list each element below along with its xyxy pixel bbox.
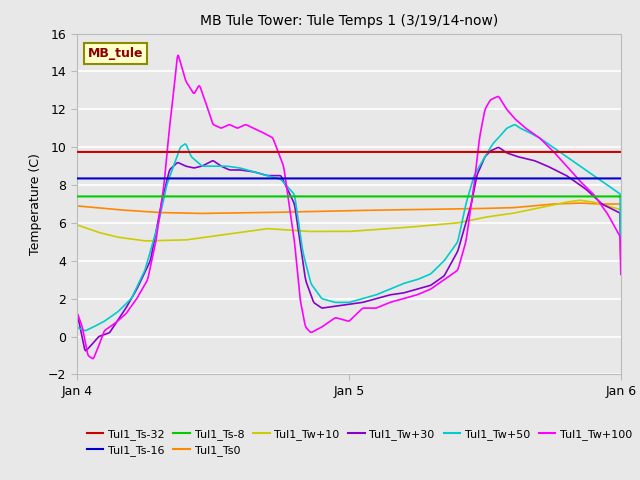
Line: Tul1_Ts0: Tul1_Ts0: [77, 203, 621, 214]
Tul1_Tw+100: [602, 208, 609, 214]
Tul1_Ts-16: [337, 176, 345, 181]
Tul1_Ts-8: [323, 193, 331, 199]
Tul1_Ts-8: [337, 193, 345, 199]
Tul1_Tw+10: [502, 212, 509, 217]
Tul1_Ts-16: [601, 176, 609, 181]
Tul1_Tw+10: [617, 207, 625, 213]
Tul1_Ts-32: [617, 149, 625, 155]
Tul1_Tw+10: [576, 197, 584, 203]
Tul1_Ts-16: [501, 176, 509, 181]
Tul1_Tw+10: [323, 228, 331, 234]
Tul1_Tw+30: [338, 302, 346, 308]
Tul1_Tw+30: [82, 348, 90, 354]
Tul1_Ts-32: [100, 149, 108, 155]
Tul1_Tw+50: [337, 300, 345, 305]
Tul1_Ts-8: [73, 193, 81, 199]
Tul1_Ts0: [73, 203, 81, 209]
Tul1_Ts0: [602, 201, 609, 207]
Tul1_Tw+10: [100, 231, 108, 237]
Tul1_Tw+30: [101, 332, 109, 337]
Tul1_Ts0: [323, 208, 331, 214]
Tul1_Ts-32: [73, 149, 81, 155]
Tul1_Tw+100: [617, 272, 625, 277]
Tul1_Ts0: [502, 205, 509, 211]
Tul1_Tw+100: [73, 322, 81, 328]
Title: MB Tule Tower: Tule Temps 1 (3/19/14-now): MB Tule Tower: Tule Temps 1 (3/19/14-now…: [200, 14, 498, 28]
Tul1_Tw+30: [73, 323, 81, 328]
Tul1_Tw+100: [602, 208, 609, 214]
Tul1_Ts0: [617, 201, 625, 207]
Line: Tul1_Tw+50: Tul1_Tw+50: [77, 125, 621, 332]
Tul1_Ts-16: [601, 176, 609, 181]
Tul1_Ts-8: [501, 193, 509, 199]
Tul1_Tw+30: [617, 257, 625, 263]
Line: Tul1_Tw+10: Tul1_Tw+10: [77, 200, 621, 241]
Line: Tul1_Tw+100: Tul1_Tw+100: [77, 55, 621, 359]
Tul1_Ts-16: [323, 176, 331, 181]
Tul1_Ts-32: [601, 149, 609, 155]
Legend: Tul1_Ts-32, Tul1_Ts-16, Tul1_Ts-8, Tul1_Ts0, Tul1_Tw+10, Tul1_Tw+30, Tul1_Tw+50,: Tul1_Ts-32, Tul1_Ts-16, Tul1_Ts-8, Tul1_…: [83, 424, 637, 460]
Tul1_Tw+50: [511, 122, 518, 128]
Tul1_Tw+30: [495, 144, 502, 150]
Tul1_Ts-32: [323, 149, 331, 155]
Tul1_Ts0: [195, 211, 203, 216]
Tul1_Tw+30: [602, 203, 609, 209]
Tul1_Ts0: [338, 208, 346, 214]
Tul1_Tw+50: [602, 181, 609, 187]
Tul1_Ts0: [602, 201, 609, 207]
Tul1_Tw+50: [601, 180, 609, 186]
Tul1_Ts-32: [601, 149, 609, 155]
Tul1_Tw+30: [323, 304, 331, 310]
Tul1_Ts-8: [617, 193, 625, 199]
Tul1_Tw+100: [502, 105, 509, 110]
Tul1_Tw+50: [617, 245, 625, 251]
Tul1_Ts-16: [73, 176, 81, 181]
Tul1_Tw+10: [602, 203, 609, 208]
Tul1_Ts0: [100, 205, 108, 211]
Tul1_Ts-16: [617, 176, 625, 181]
Tul1_Tw+10: [141, 238, 148, 244]
Tul1_Tw+50: [73, 329, 81, 335]
Tul1_Tw+50: [100, 318, 108, 324]
Line: Tul1_Tw+30: Tul1_Tw+30: [77, 147, 621, 351]
Tul1_Ts-8: [601, 193, 609, 199]
Tul1_Tw+30: [602, 203, 609, 209]
Tul1_Ts-32: [501, 149, 509, 155]
Tul1_Tw+100: [338, 316, 346, 322]
Tul1_Tw+100: [324, 320, 332, 326]
Tul1_Ts-8: [100, 193, 108, 199]
Tul1_Tw+10: [602, 203, 609, 208]
Text: MB_tule: MB_tule: [88, 47, 143, 60]
Tul1_Tw+30: [502, 149, 509, 155]
Tul1_Ts-8: [601, 193, 609, 199]
Tul1_Ts0: [576, 200, 584, 206]
Tul1_Ts-32: [337, 149, 345, 155]
Tul1_Tw+10: [73, 222, 81, 228]
Y-axis label: Temperature (C): Temperature (C): [29, 153, 42, 255]
Tul1_Tw+100: [174, 52, 182, 58]
Tul1_Tw+100: [101, 327, 109, 333]
Tul1_Tw+50: [323, 297, 331, 303]
Tul1_Tw+10: [338, 228, 346, 234]
Tul1_Tw+50: [501, 127, 509, 133]
Tul1_Tw+100: [89, 356, 97, 361]
Tul1_Ts-16: [100, 176, 108, 181]
